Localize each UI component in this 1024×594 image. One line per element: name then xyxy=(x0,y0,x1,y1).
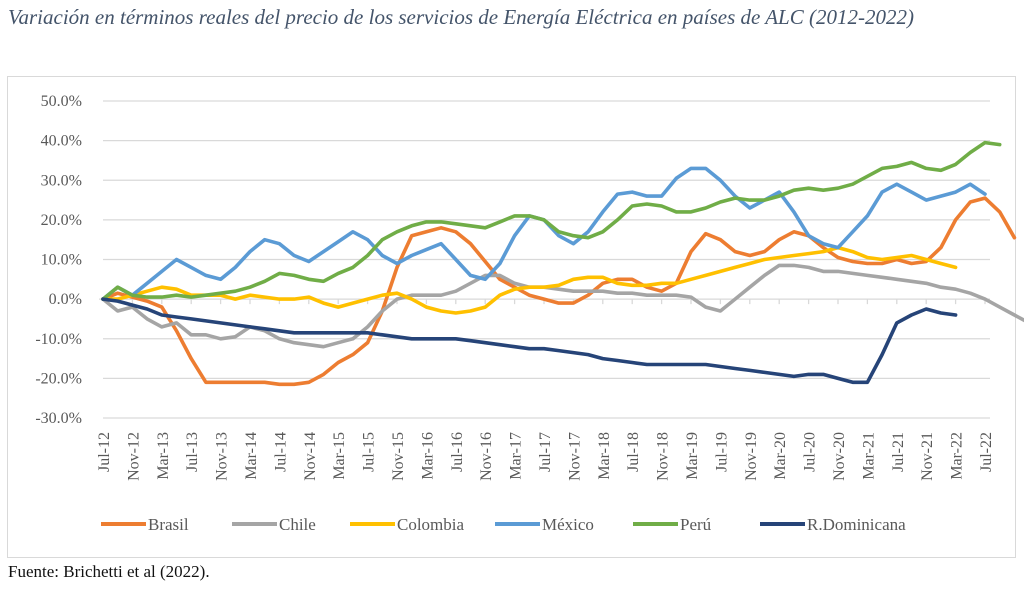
legend-label: Perú xyxy=(680,515,712,534)
y-tick-label: 50.0% xyxy=(41,93,82,110)
y-tick-label: 40.0% xyxy=(41,133,82,150)
x-tick-label: Jul-14 xyxy=(272,432,289,472)
x-tick-label: Nov-17 xyxy=(566,432,583,481)
x-tick-label: Mar-20 xyxy=(772,432,789,480)
legend: Brasil Chile Colombia México Perú R.Dominican… xyxy=(101,515,906,534)
x-tick-label: Mar-13 xyxy=(155,432,172,480)
x-tick-label: Jul-21 xyxy=(890,432,907,472)
x-tick-label: Jul-19 xyxy=(713,432,730,472)
x-tick-label: Mar-18 xyxy=(596,432,613,480)
legend-item: México xyxy=(495,515,594,534)
legend-item: Perú xyxy=(633,515,712,534)
legend-item: Colombia xyxy=(350,515,465,534)
legend-label: Brasil xyxy=(148,515,189,534)
x-tick-label: Nov-18 xyxy=(655,432,672,481)
x-tick-label: Nov-20 xyxy=(831,432,848,481)
series-line-chile xyxy=(101,263,1024,349)
legend-label: México xyxy=(542,515,594,534)
x-tick-label: Jul-22 xyxy=(978,432,995,472)
series-line-colombia xyxy=(101,245,958,315)
y-tick-label: 20.0% xyxy=(41,212,82,229)
x-tick-label: Nov-15 xyxy=(390,432,407,481)
y-tick-label: -10.0% xyxy=(35,331,82,348)
series-line-per xyxy=(101,140,1002,301)
x-tick-label: Nov-12 xyxy=(125,432,142,481)
x-tick-label: Jul-13 xyxy=(184,432,201,472)
x-axis-ticks: Jul-12 Nov-12 Mar-13 Jul-13 Nov-13 Mar-14 Jul-… xyxy=(96,432,995,481)
x-tick-label: Nov-21 xyxy=(919,432,936,481)
y-axis-ticks: 50.0% 40.0% 30.0% 20.0% 10.0% 0.0% -10.0% -20.0… xyxy=(35,93,82,427)
legend-label: R.Dominicana xyxy=(807,515,906,534)
x-tick-label: Mar-14 xyxy=(243,432,260,480)
y-tick-label: 10.0% xyxy=(41,252,82,269)
x-tick-label: Mar-15 xyxy=(331,432,348,480)
series-line-brasil xyxy=(101,196,1017,387)
legend-item: R.Dominicana xyxy=(760,515,906,534)
x-tick-label: Nov-14 xyxy=(302,432,319,481)
series-line-rdominicana xyxy=(101,297,958,385)
y-tick-label: -30.0% xyxy=(35,410,82,427)
x-tick-label: Mar-19 xyxy=(684,432,701,480)
x-tick-label: Jul-20 xyxy=(802,432,819,472)
x-tick-label: Jul-17 xyxy=(537,432,554,472)
y-tick-label: 0.0% xyxy=(49,291,82,308)
x-tick-label: Nov-19 xyxy=(743,432,760,481)
legend-item: Chile xyxy=(232,515,316,534)
x-tick-label: Jul-16 xyxy=(449,432,466,472)
x-tick-label: Jul-12 xyxy=(96,432,113,472)
x-tick-label: Mar-21 xyxy=(860,432,877,480)
chart-title: Variación en términos reales del precio … xyxy=(8,5,914,29)
x-tick-label: Jul-18 xyxy=(625,432,642,472)
x-tick-label: Jul-15 xyxy=(361,432,378,472)
x-tick-label: Mar-17 xyxy=(508,432,525,480)
legend-item: Brasil xyxy=(101,515,189,534)
x-tick-label: Mar-22 xyxy=(949,432,966,480)
series-line-mxico xyxy=(101,166,987,301)
source-note: Fuente: Brichetti et al (2022). xyxy=(8,562,210,581)
x-tick-label: Nov-16 xyxy=(478,432,495,481)
y-tick-label: 30.0% xyxy=(41,172,82,189)
legend-label: Chile xyxy=(279,515,316,534)
gridlines xyxy=(103,100,990,419)
x-tick-label: Nov-13 xyxy=(214,432,231,481)
y-tick-label: -20.0% xyxy=(35,370,82,387)
series-lines xyxy=(101,140,1024,387)
x-tick-label: Mar-16 xyxy=(419,432,436,480)
legend-label: Colombia xyxy=(397,515,465,534)
